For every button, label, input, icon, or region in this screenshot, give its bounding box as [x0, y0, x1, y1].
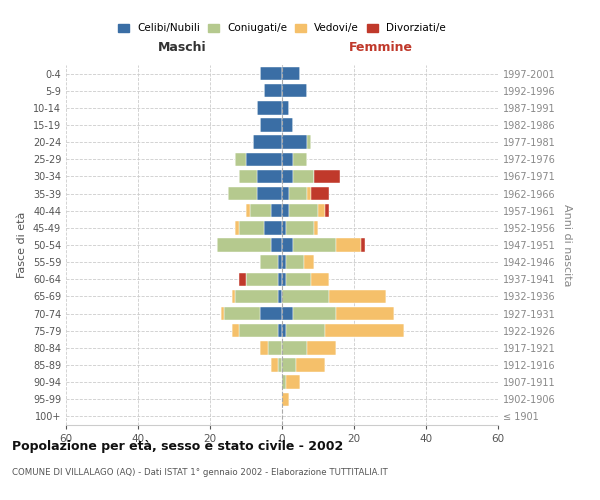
Bar [293, 152, 307, 166]
Bar [264, 221, 282, 234]
Bar [257, 170, 282, 183]
Bar [282, 392, 289, 406]
Bar [232, 290, 235, 303]
Bar [268, 341, 282, 354]
Bar [282, 136, 307, 149]
Bar [239, 272, 246, 286]
Bar [282, 256, 286, 269]
Bar [278, 290, 282, 303]
Bar [257, 187, 282, 200]
Bar [278, 256, 282, 269]
Text: Maschi: Maschi [158, 41, 207, 54]
Bar [286, 221, 314, 234]
Bar [311, 187, 329, 200]
Bar [286, 272, 311, 286]
Bar [314, 221, 318, 234]
Bar [282, 170, 293, 183]
Bar [264, 84, 282, 98]
Bar [336, 307, 394, 320]
Bar [271, 358, 278, 372]
Bar [217, 238, 271, 252]
Bar [293, 238, 336, 252]
Bar [260, 341, 268, 354]
Bar [282, 152, 293, 166]
Bar [282, 67, 300, 80]
Bar [239, 324, 278, 338]
Bar [260, 67, 282, 80]
Bar [239, 221, 264, 234]
Bar [282, 290, 329, 303]
Bar [307, 341, 336, 354]
Bar [221, 307, 224, 320]
Bar [293, 170, 314, 183]
Y-axis label: Fasce di età: Fasce di età [17, 212, 27, 278]
Bar [307, 136, 311, 149]
Bar [286, 376, 300, 389]
Bar [257, 101, 282, 114]
Text: COMUNE DI VILLALAGO (AQ) - Dati ISTAT 1° gennaio 2002 - Elaborazione TUTTITALIA.: COMUNE DI VILLALAGO (AQ) - Dati ISTAT 1°… [12, 468, 388, 477]
Bar [228, 187, 257, 200]
Bar [289, 187, 307, 200]
Bar [286, 256, 304, 269]
Bar [336, 238, 361, 252]
Bar [246, 152, 282, 166]
Bar [314, 170, 340, 183]
Bar [271, 238, 282, 252]
Bar [293, 307, 336, 320]
Bar [289, 204, 318, 218]
Bar [282, 238, 293, 252]
Bar [282, 187, 289, 200]
Bar [239, 170, 257, 183]
Bar [307, 187, 311, 200]
Bar [282, 84, 307, 98]
Bar [282, 221, 286, 234]
Bar [232, 324, 239, 338]
Bar [235, 290, 278, 303]
Bar [235, 152, 246, 166]
Bar [282, 341, 307, 354]
Bar [318, 204, 325, 218]
Bar [250, 204, 271, 218]
Text: Popolazione per età, sesso e stato civile - 2002: Popolazione per età, sesso e stato civil… [12, 440, 343, 453]
Bar [311, 272, 329, 286]
Bar [224, 307, 260, 320]
Bar [253, 136, 282, 149]
Bar [278, 272, 282, 286]
Bar [282, 118, 293, 132]
Bar [282, 376, 286, 389]
Text: Femmine: Femmine [349, 41, 413, 54]
Bar [260, 307, 282, 320]
Bar [282, 204, 289, 218]
Bar [246, 204, 250, 218]
Bar [246, 272, 278, 286]
Bar [282, 272, 286, 286]
Bar [278, 358, 282, 372]
Bar [325, 324, 404, 338]
Bar [325, 204, 329, 218]
Bar [271, 204, 282, 218]
Bar [282, 324, 286, 338]
Y-axis label: Anni di nascita: Anni di nascita [562, 204, 572, 286]
Bar [260, 118, 282, 132]
Bar [296, 358, 325, 372]
Bar [235, 221, 239, 234]
Bar [282, 307, 293, 320]
Bar [260, 256, 278, 269]
Bar [286, 324, 325, 338]
Bar [278, 324, 282, 338]
Bar [361, 238, 365, 252]
Bar [282, 358, 296, 372]
Legend: Celibi/Nubili, Coniugati/e, Vedovi/e, Divorziati/e: Celibi/Nubili, Coniugati/e, Vedovi/e, Di… [118, 24, 446, 34]
Bar [329, 290, 386, 303]
Bar [304, 256, 314, 269]
Bar [282, 101, 289, 114]
